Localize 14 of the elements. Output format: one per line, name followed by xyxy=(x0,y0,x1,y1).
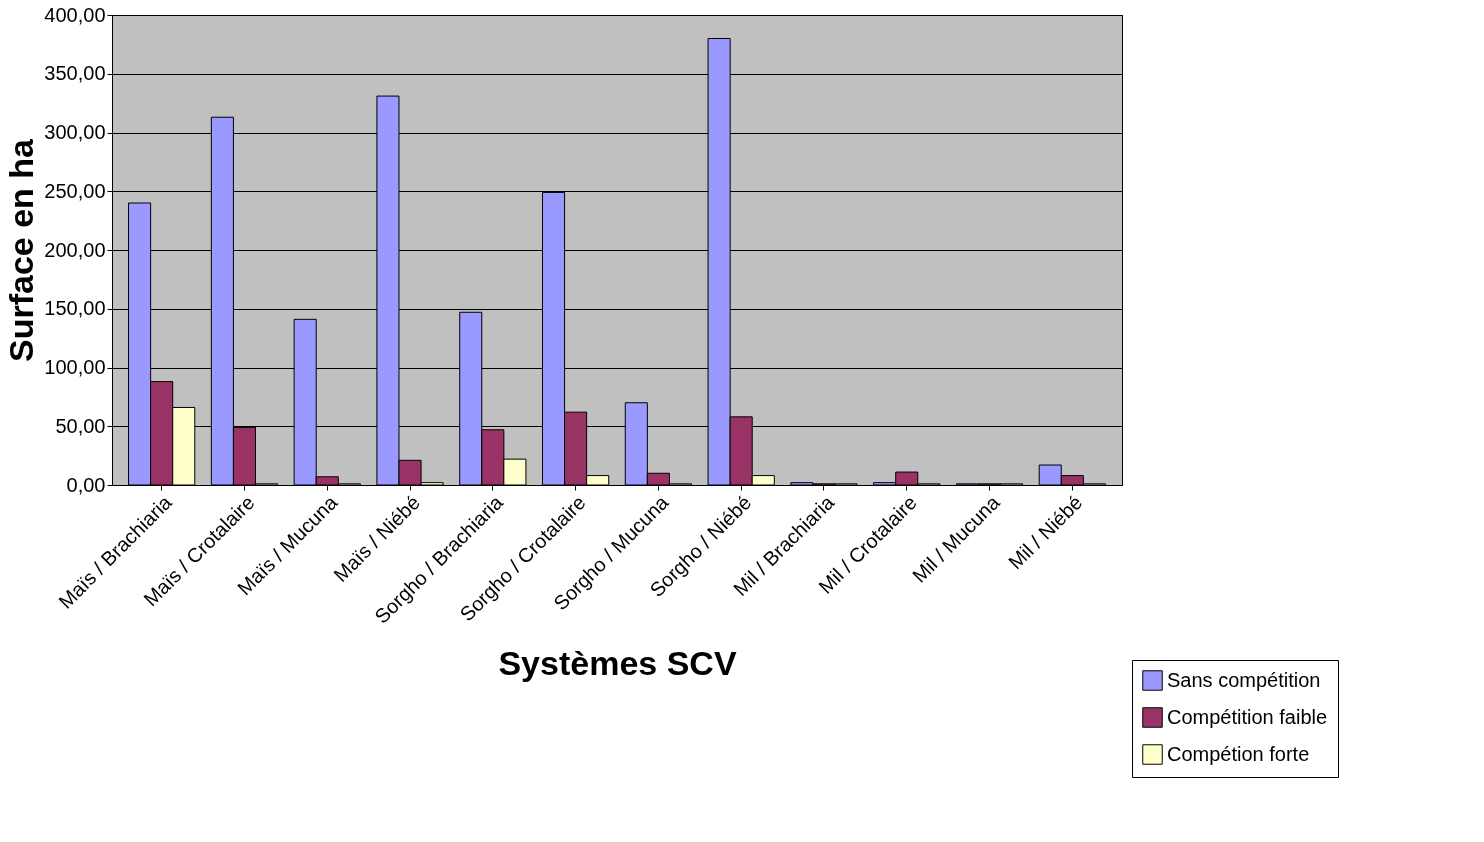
x-axis-title: Systèmes SCV xyxy=(498,643,737,682)
y-tick-label: 250,00 xyxy=(44,179,106,202)
legend-label: Compétion forte xyxy=(1167,742,1310,765)
y-tick-label: 150,00 xyxy=(44,297,106,320)
y-tick-label: 400,00 xyxy=(44,3,106,26)
y-axis-title: Surface en ha xyxy=(2,137,41,362)
y-tick-label: 300,00 xyxy=(44,121,106,143)
legend-label: Sans compétition xyxy=(1167,668,1321,691)
y-tick-label: 200,00 xyxy=(44,238,106,261)
y-tick-label: 0,00 xyxy=(66,473,106,496)
y-tick-label: 50,00 xyxy=(55,414,106,437)
y-tick-label: 350,00 xyxy=(44,62,106,85)
y-tick-label: 100,00 xyxy=(44,356,106,378)
legend-label: Compétition faible xyxy=(1167,705,1328,728)
